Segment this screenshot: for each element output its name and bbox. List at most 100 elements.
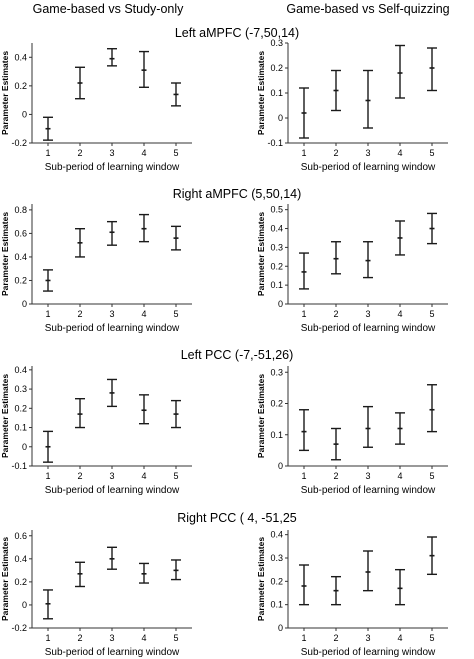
y-axis-label: Parameter Estimates xyxy=(256,537,266,621)
y-axis-label: Parameter Estimates xyxy=(0,537,10,621)
x-tick-label: 1 xyxy=(301,148,306,158)
y-axis-label: Parameter Estimates xyxy=(256,51,266,135)
x-tick-label: 2 xyxy=(77,309,82,319)
x-tick-label: 1 xyxy=(301,471,306,481)
y-tick-label: 0 xyxy=(22,600,27,610)
y-tick-label: 0.1 xyxy=(14,423,27,433)
x-axis-label: Sub-period of learning window xyxy=(301,485,436,496)
x-tick-label: 5 xyxy=(429,633,434,643)
y-tick-label: 0 xyxy=(278,113,283,123)
x-tick-label: 2 xyxy=(77,633,82,643)
x-tick-label: 5 xyxy=(429,471,434,481)
chart-panel: -0.2 0 0.2 0.4 0.6 1 2 3 4 5 Sub-period of learnin… xyxy=(0,530,192,658)
x-tick-label: 1 xyxy=(45,471,50,481)
x-tick-label: 5 xyxy=(429,148,434,158)
x-tick-label: 1 xyxy=(45,148,50,158)
y-tick-label: 0.3 xyxy=(270,38,283,48)
x-tick-label: 3 xyxy=(109,309,114,319)
x-tick-label: 5 xyxy=(429,309,434,319)
y-axis-label: Parameter Estimates xyxy=(0,51,10,135)
x-axis-label: Sub-period of learning window xyxy=(45,162,180,173)
x-tick-label: 2 xyxy=(333,471,338,481)
region-title-left-pcc: Left PCC (-7,-51,26) xyxy=(181,348,294,362)
y-tick-label: 0.4 xyxy=(14,554,27,564)
y-tick-label: 0.6 xyxy=(14,228,27,238)
x-tick-label: 5 xyxy=(173,471,178,481)
y-tick-label: -0.1 xyxy=(267,138,283,148)
y-tick-label: 0.2 xyxy=(14,403,27,413)
y-tick-label: 0.1 xyxy=(270,430,283,440)
x-tick-label: 4 xyxy=(397,309,402,319)
x-tick-label: 1 xyxy=(301,633,306,643)
x-tick-label: 3 xyxy=(109,148,114,158)
y-tick-label: 0.2 xyxy=(14,81,27,91)
x-tick-label: 5 xyxy=(173,148,178,158)
x-tick-label: 4 xyxy=(141,309,146,319)
y-tick-label: 0 xyxy=(278,623,283,633)
y-tick-label: 0.2 xyxy=(270,399,283,409)
x-tick-label: 4 xyxy=(141,633,146,643)
y-tick-label: 0.1 xyxy=(270,88,283,98)
y-axis-label: Parameter Estimates xyxy=(256,374,266,458)
y-tick-label: 0.4 xyxy=(14,365,27,375)
y-tick-label: 0.4 xyxy=(14,252,27,262)
region-title-left-ampfc: Left aMPFC (-7,50,14) xyxy=(175,26,299,40)
y-tick-label: 0.2 xyxy=(270,63,283,73)
y-tick-label: 0.2 xyxy=(270,261,283,271)
y-tick-label: 0.6 xyxy=(14,531,27,541)
x-tick-label: 4 xyxy=(397,471,402,481)
x-tick-label: 2 xyxy=(333,633,338,643)
y-axis-label: Parameter Estimates xyxy=(0,212,10,296)
x-tick-label: 5 xyxy=(173,309,178,319)
x-tick-label: 3 xyxy=(365,309,370,319)
y-tick-label: 0.4 xyxy=(270,530,283,540)
x-axis-label: Sub-period of learning window xyxy=(45,485,180,496)
y-axis-label: Parameter Estimates xyxy=(256,212,266,296)
x-tick-label: 4 xyxy=(141,148,146,158)
x-tick-label: 2 xyxy=(77,148,82,158)
x-axis-label: Sub-period of learning window xyxy=(301,162,436,173)
y-axis-label: Parameter Estimates xyxy=(0,374,10,458)
y-tick-label: 0.1 xyxy=(270,600,283,610)
y-tick-label: -0.2 xyxy=(11,623,27,633)
y-tick-label: 0.3 xyxy=(270,242,283,252)
y-tick-label: 0.3 xyxy=(14,384,27,394)
chart-panel: -0.1 0 0.1 0.2 0.3 1 2 3 4 5 Sub-period of learnin… xyxy=(256,38,448,173)
chart-panel: 0 0.2 0.4 0.6 0.8 1 2 3 4 5 Sub-period of learning… xyxy=(0,204,192,334)
x-tick-label: 2 xyxy=(333,148,338,158)
x-axis-label: Sub-period of learning window xyxy=(301,647,436,658)
x-tick-label: 3 xyxy=(365,148,370,158)
y-tick-label: -0.1 xyxy=(11,461,27,471)
x-axis-label: Sub-period of learning window xyxy=(45,323,180,334)
x-tick-label: 3 xyxy=(365,471,370,481)
x-axis-label: Sub-period of learning window xyxy=(301,323,436,334)
y-tick-label: 0 xyxy=(278,461,283,471)
y-tick-label: 0.1 xyxy=(270,280,283,290)
y-tick-label: 0.3 xyxy=(270,553,283,563)
y-tick-label: 0.2 xyxy=(270,576,283,586)
region-title-right-ampfc: Right aMPFC (5,50,14) xyxy=(173,187,302,201)
chart-panel: -0.2 0 0.2 0.4 1 2 3 4 5 Sub-period of learning w… xyxy=(0,43,192,173)
y-tick-label: 0.5 xyxy=(270,205,283,215)
y-tick-label: 0.2 xyxy=(14,577,27,587)
chart-panel: -0.1 0 0.1 0.2 0.3 0.4 1 2 3 4 5 Sub-period of lear… xyxy=(0,365,192,496)
x-tick-label: 5 xyxy=(173,633,178,643)
chart-panel: 0 0.1 0.2 0.3 1 2 3 4 5 Sub-period of learning wi… xyxy=(256,366,448,496)
y-tick-label: 0 xyxy=(22,109,27,119)
x-tick-label: 1 xyxy=(45,309,50,319)
x-axis-label: Sub-period of learning window xyxy=(45,647,180,658)
x-tick-label: 1 xyxy=(301,309,306,319)
y-tick-label: 0.4 xyxy=(14,52,27,62)
y-tick-label: 0.8 xyxy=(14,205,27,215)
x-tick-label: 2 xyxy=(333,309,338,319)
y-tick-label: 0 xyxy=(278,299,283,309)
x-tick-label: 2 xyxy=(77,471,82,481)
y-tick-label: 0.3 xyxy=(270,367,283,377)
chart-panel: 0 0.1 0.2 0.3 0.4 0.5 1 2 3 4 5 Sub-period of learn… xyxy=(256,204,448,334)
y-tick-label: -0.2 xyxy=(11,138,27,148)
y-tick-label: 0 xyxy=(22,299,27,309)
region-title-right-pcc: Right PCC ( 4, -51,25 xyxy=(177,511,297,525)
x-tick-label: 3 xyxy=(109,633,114,643)
column-title-left: Game-based vs Study-only xyxy=(33,2,185,16)
